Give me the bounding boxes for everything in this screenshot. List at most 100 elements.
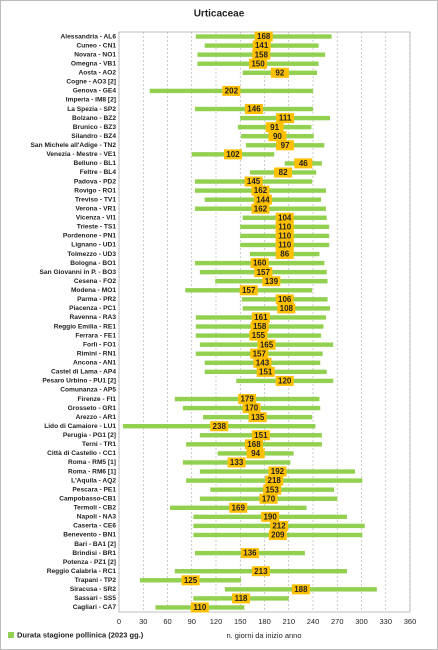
value-label: 136 — [243, 549, 257, 558]
y-tick-label: Bari - BA1 [2] — [74, 541, 116, 548]
y-tick-label: Novara - NO1 — [74, 51, 116, 58]
y-tick-label: Sassari - SS5 — [74, 595, 116, 602]
value-label: 145 — [247, 177, 261, 186]
value-label: 192 — [271, 467, 285, 476]
value-label-box — [250, 321, 269, 332]
y-tick-label: Aosta - AO2 — [79, 70, 117, 77]
y-tick-label: Silandro - BZ4 — [71, 133, 116, 140]
value-label-box — [265, 122, 284, 133]
value-label: 143 — [256, 358, 270, 367]
value-label-box — [232, 593, 251, 604]
value-label: 157 — [242, 286, 256, 295]
y-tick-label: Verona - VR1 — [75, 205, 116, 212]
value-label: 120 — [278, 377, 292, 386]
value-label-box — [250, 258, 269, 269]
value-label: 110 — [278, 222, 291, 231]
x-tick-label: 0 — [117, 617, 121, 626]
y-tick-label: Cogne - AO3 [2] — [66, 79, 116, 86]
value-label: 111 — [279, 114, 292, 123]
x-tick-label: 180 — [258, 617, 271, 626]
y-tick-label: Belluno - BL1 — [74, 160, 117, 167]
y-tick-label: Genova - GE4 — [73, 88, 117, 95]
value-label-box — [254, 31, 273, 42]
y-tick-label: Caserta - CE6 — [73, 523, 116, 530]
value-label: 104 — [278, 213, 292, 222]
x-tick-label: 300 — [355, 617, 368, 626]
value-label: 160 — [253, 259, 267, 268]
value-label-box — [223, 149, 242, 160]
value-label: 82 — [279, 168, 288, 177]
value-label: 218 — [268, 476, 282, 485]
value-label: 202 — [225, 87, 239, 96]
value-label: 94 — [251, 449, 260, 458]
x-axis-label: n. giorni da inizio anno — [226, 631, 301, 640]
x-tick-label: 210 — [282, 617, 295, 626]
y-tick-label: Terni - TR1 — [82, 441, 116, 448]
y-tick-label: Bolzano - BZ2 — [72, 115, 116, 122]
value-label-box — [268, 131, 287, 142]
value-label-box — [275, 230, 294, 241]
y-tick-label: Cuneo - CN1 — [76, 42, 116, 49]
y-tick-label: Vicenza - VI1 — [76, 215, 117, 222]
value-label-box — [254, 267, 273, 278]
value-label: 170 — [245, 404, 259, 413]
y-tick-label: Ravenna - RA3 — [69, 314, 116, 321]
value-label-box — [240, 548, 259, 559]
y-tick-label: Lignano - UD1 — [71, 242, 116, 249]
value-label-box — [276, 113, 295, 124]
value-label: 151 — [254, 431, 268, 440]
y-tick-label: Alessandria - AL6 — [61, 33, 117, 40]
value-label-box — [244, 439, 263, 450]
value-label-box — [265, 475, 284, 486]
value-label: 188 — [294, 585, 308, 594]
value-label: 212 — [272, 522, 286, 531]
value-label-box — [259, 493, 278, 504]
value-label-box — [275, 294, 294, 305]
value-label-box — [294, 158, 313, 169]
x-tick-label: 270 — [331, 617, 344, 626]
y-tick-label: Imperia - IM8 [2] — [66, 97, 116, 104]
value-label-box — [249, 58, 268, 69]
value-label-box — [181, 575, 200, 586]
y-tick-label: Omegna - VB1 — [71, 60, 116, 67]
value-label-box — [256, 366, 275, 377]
value-label: 141 — [255, 41, 269, 50]
value-label-box — [276, 140, 295, 151]
value-label-box — [257, 339, 276, 350]
y-tick-label: Pordenone - PN1 — [63, 233, 116, 240]
value-label: 133 — [230, 458, 244, 467]
value-label-box — [250, 348, 269, 359]
value-label: 144 — [256, 195, 270, 204]
y-tick-label: Ferrara - FE1 — [75, 332, 116, 339]
value-label-box — [190, 602, 209, 613]
value-label-box — [251, 566, 270, 577]
y-tick-label: Forlì - FO1 — [83, 341, 116, 348]
value-label: 238 — [213, 422, 227, 431]
x-tick-label: 30 — [139, 617, 147, 626]
value-label: 170 — [262, 494, 276, 503]
value-label: 158 — [255, 50, 269, 59]
value-label: 150 — [251, 59, 265, 68]
value-label: 46 — [299, 159, 308, 168]
value-label-box — [251, 185, 270, 196]
y-tick-label: Padova - PD2 — [74, 178, 116, 185]
value-label-box — [210, 421, 229, 432]
value-label: 108 — [280, 304, 294, 313]
value-label: 158 — [253, 322, 267, 331]
y-tick-label: Grosseto - GR1 — [68, 405, 117, 412]
y-tick-label: Siracusa - SR2 — [70, 586, 117, 593]
value-label: 91 — [270, 123, 279, 132]
value-label: 139 — [265, 277, 279, 286]
y-tick-label: Napoli - NA3 — [77, 514, 117, 521]
y-tick-label: L'Aquila - AQ2 — [71, 477, 116, 484]
x-tick-label: 240 — [307, 617, 320, 626]
value-label: 151 — [259, 367, 273, 376]
value-label-box — [262, 276, 281, 287]
value-label: 102 — [226, 150, 240, 159]
value-label-box — [275, 212, 294, 223]
value-label: 92 — [275, 68, 284, 77]
y-tick-label: Brunico - BZ3 — [73, 124, 117, 131]
y-tick-label: La Spezia - SP2 — [67, 106, 116, 113]
y-tick-label: Tolmezzo - UD3 — [67, 251, 116, 258]
